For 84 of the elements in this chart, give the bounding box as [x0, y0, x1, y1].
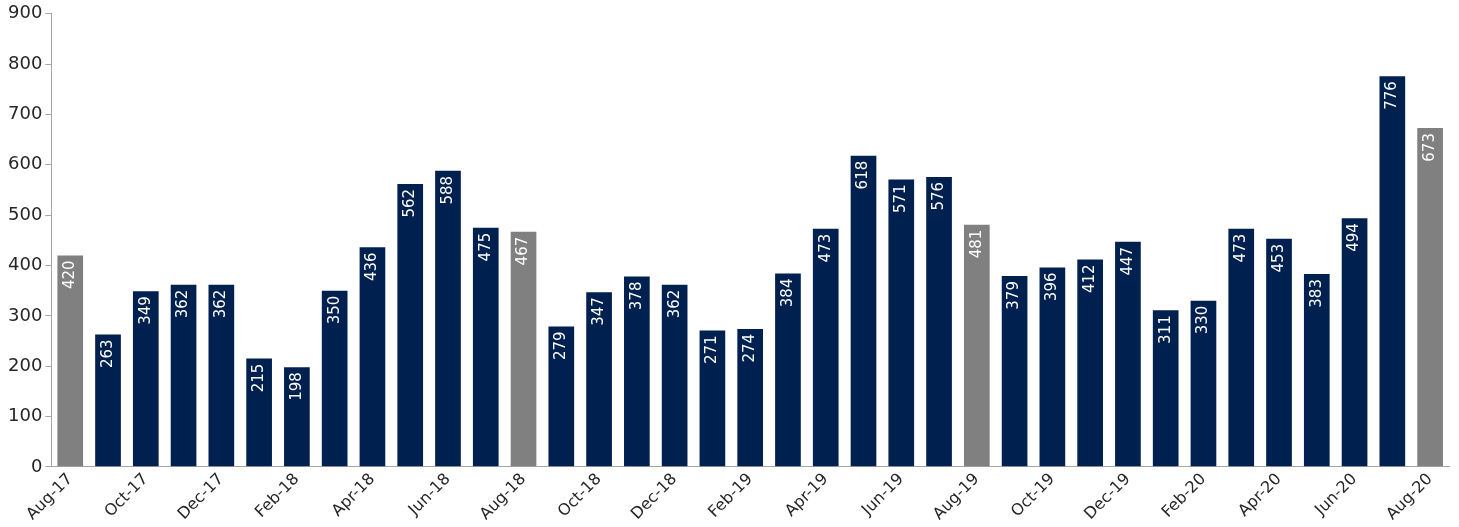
bar — [888, 179, 915, 467]
data-label: 362 — [211, 289, 230, 319]
bar — [850, 155, 877, 467]
data-label: 481 — [966, 229, 985, 259]
bar — [737, 328, 764, 467]
bar — [95, 334, 121, 467]
bar — [57, 255, 84, 467]
y-tick-label: 300 — [8, 303, 43, 325]
data-label: 396 — [1042, 272, 1061, 302]
bar — [963, 224, 990, 467]
bar — [208, 284, 235, 467]
bar — [1341, 218, 1368, 467]
data-label: 350 — [324, 295, 343, 325]
bar — [435, 170, 461, 467]
data-label: 673 — [1420, 133, 1438, 162]
data-label: 571 — [891, 184, 910, 214]
data-label: 215 — [249, 363, 267, 393]
data-label: 198 — [286, 372, 305, 401]
data-label: 311 — [1155, 315, 1174, 344]
bar — [132, 291, 159, 467]
data-label: 271 — [702, 335, 721, 365]
data-label: 475 — [475, 232, 494, 262]
bar — [1266, 238, 1292, 467]
bar — [1303, 274, 1330, 467]
bar — [624, 276, 650, 467]
bar — [321, 290, 348, 467]
y-tick-label: 200 — [8, 353, 43, 375]
bar — [359, 247, 386, 467]
y-tick-label: 0 — [30, 454, 43, 476]
bar — [284, 367, 310, 467]
data-label: 473 — [815, 233, 834, 263]
data-label: 349 — [135, 296, 154, 325]
data-label: 420 — [60, 260, 79, 290]
data-label: 412 — [1080, 264, 1099, 294]
data-label: 562 — [400, 188, 419, 218]
data-label: 279 — [551, 331, 570, 361]
data-label: 384 — [777, 278, 796, 308]
data-label: 447 — [1117, 246, 1136, 276]
bar — [170, 284, 197, 467]
bar — [1077, 259, 1103, 467]
y-tick-label: 600 — [8, 152, 43, 174]
y-tick-label: 100 — [8, 404, 43, 426]
bar — [586, 292, 612, 467]
bar — [1039, 267, 1066, 467]
data-label: 436 — [362, 252, 381, 282]
bar — [1190, 300, 1217, 467]
data-label: 467 — [513, 236, 532, 266]
bar — [397, 183, 424, 467]
data-label: 330 — [1193, 305, 1212, 335]
bar — [1152, 310, 1179, 467]
data-label: 588 — [437, 175, 456, 205]
data-label: 362 — [664, 289, 683, 319]
bar — [775, 273, 801, 467]
data-label: 263 — [97, 339, 116, 369]
bar — [1115, 241, 1141, 467]
data-label: 347 — [588, 297, 607, 326]
bar — [926, 176, 952, 467]
bar — [246, 358, 272, 467]
data-label: 379 — [1004, 281, 1023, 310]
bar — [1379, 76, 1406, 467]
data-label: 494 — [1344, 223, 1363, 252]
bar — [661, 284, 688, 467]
y-tick-label: 900 — [8, 1, 43, 23]
bar — [510, 231, 537, 467]
y-tick-label: 400 — [8, 253, 43, 275]
bar — [812, 228, 839, 467]
bar — [472, 227, 499, 467]
bar — [1417, 128, 1443, 467]
bar — [1228, 228, 1255, 467]
data-label: 473 — [1231, 233, 1250, 263]
data-label: 576 — [928, 181, 947, 211]
y-tick-label: 500 — [8, 202, 43, 224]
y-tick-label: 800 — [8, 51, 43, 73]
data-label: 453 — [1268, 243, 1287, 273]
bar — [1001, 276, 1028, 467]
bar — [699, 330, 726, 467]
data-label: 362 — [173, 289, 192, 319]
data-label: 776 — [1382, 81, 1401, 110]
bar — [548, 326, 575, 467]
data-label: 383 — [1306, 279, 1325, 308]
y-tick-label: 700 — [8, 102, 43, 124]
data-label: 274 — [740, 333, 759, 363]
data-label: 378 — [626, 281, 645, 311]
data-label: 618 — [853, 160, 872, 190]
